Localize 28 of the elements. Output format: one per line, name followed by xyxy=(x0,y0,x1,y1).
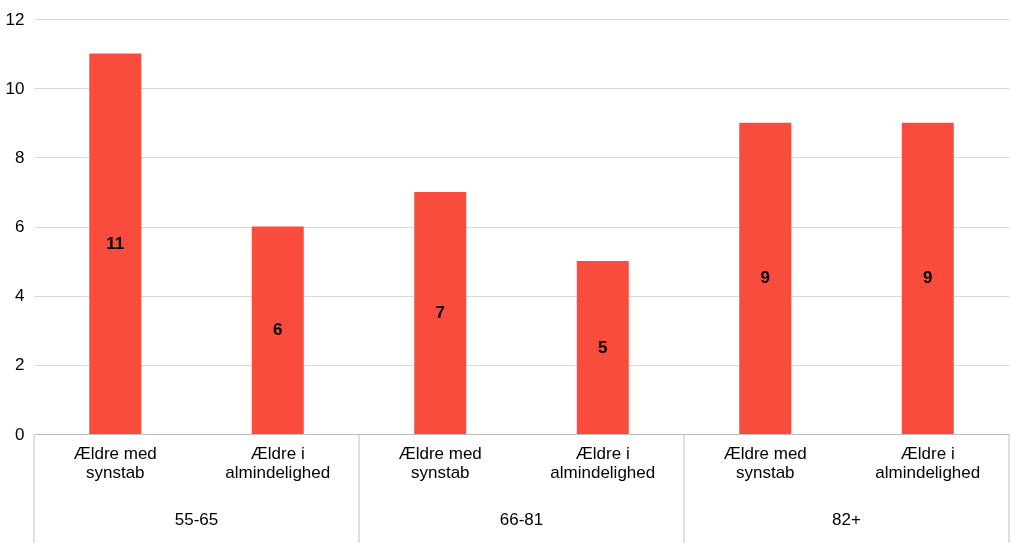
y-tick-label: 6 xyxy=(15,217,25,236)
x-tick-label: Ældre med synstab xyxy=(73,444,157,482)
data-label: 9 xyxy=(760,268,770,288)
x-tick-label: Ældre i almindelighed xyxy=(550,444,656,482)
bar xyxy=(739,122,792,434)
text: 66-81 xyxy=(499,510,544,529)
bar xyxy=(251,226,304,434)
y-tick-label: 0 xyxy=(15,424,25,444)
y-tick-label: 2 xyxy=(15,355,25,375)
y-tick-label: 12 xyxy=(5,9,25,29)
data-label: 6 xyxy=(273,320,283,340)
bar xyxy=(901,122,954,434)
bar xyxy=(414,191,467,434)
bar xyxy=(89,53,142,434)
data-label: 11 xyxy=(106,233,125,253)
data-label: 9 xyxy=(923,268,933,288)
bar xyxy=(576,261,629,434)
y-tick-label: 8 xyxy=(15,147,25,167)
y-tick-label: 10 xyxy=(5,78,25,98)
x-tick-label: Ældre i almindelighed xyxy=(225,444,331,482)
data-label: 7 xyxy=(435,302,445,322)
x-tick-label: Ældre med synstab xyxy=(398,444,482,482)
text: 55-65 xyxy=(174,510,219,529)
y-tick-label: 4 xyxy=(15,286,25,306)
data-label: 5 xyxy=(598,337,608,357)
x-tick-label: Ældre i almindelighed xyxy=(875,444,981,482)
x-tick-label: Ældre med synstab xyxy=(723,444,807,482)
text: 82+ xyxy=(832,510,861,529)
